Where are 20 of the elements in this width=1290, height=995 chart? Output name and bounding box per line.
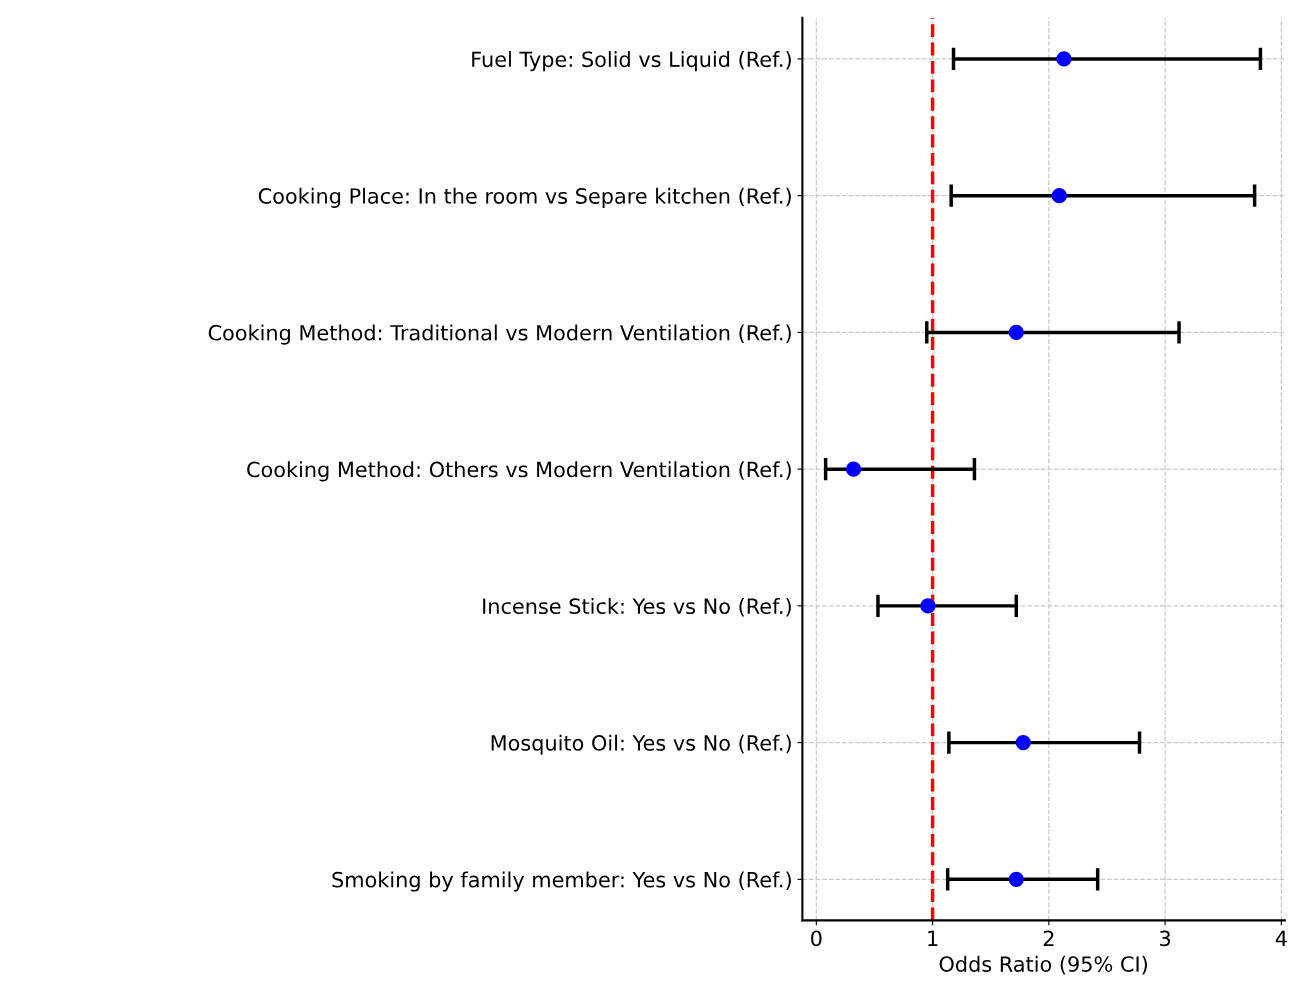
point [1008, 871, 1024, 887]
y-tick-label: Incense Stick: Yes vs No (Ref.) [483, 597, 791, 617]
point [1051, 188, 1067, 204]
point [1015, 734, 1031, 751]
x-tick-label: 1 [928, 930, 938, 946]
y-tick-label: Fuel Type: Solid vs Liquid (Ref.) [472, 51, 791, 72]
y-tick-label: Smoking by family member: Yes vs No (Ref.) [332, 871, 791, 892]
x-tick-label: 2 [1043, 930, 1054, 946]
point [920, 598, 936, 614]
y-tick-label: Mosquito Oil: Yes vs No (Ref.) [491, 734, 791, 755]
y-tick-label: Cooking Method: Traditional vs Modern Ventilation (Ref.) [208, 324, 791, 345]
point [1056, 51, 1072, 67]
point [845, 461, 862, 477]
point [1008, 324, 1024, 341]
x-tick-label: 3 [1160, 930, 1171, 947]
y-tick-label: Cooking Place: In the room vs Separe kitchen (Ref.) [258, 187, 791, 208]
y-tick-label: Cooking Method: Others vs Modern Ventilation (Ref.) [247, 461, 791, 482]
x-tick-label: 0 [811, 930, 822, 947]
x-tick-label: 4 [1275, 930, 1287, 946]
x-axis-title: Odds Ratio (95% CI) [939, 955, 1147, 975]
